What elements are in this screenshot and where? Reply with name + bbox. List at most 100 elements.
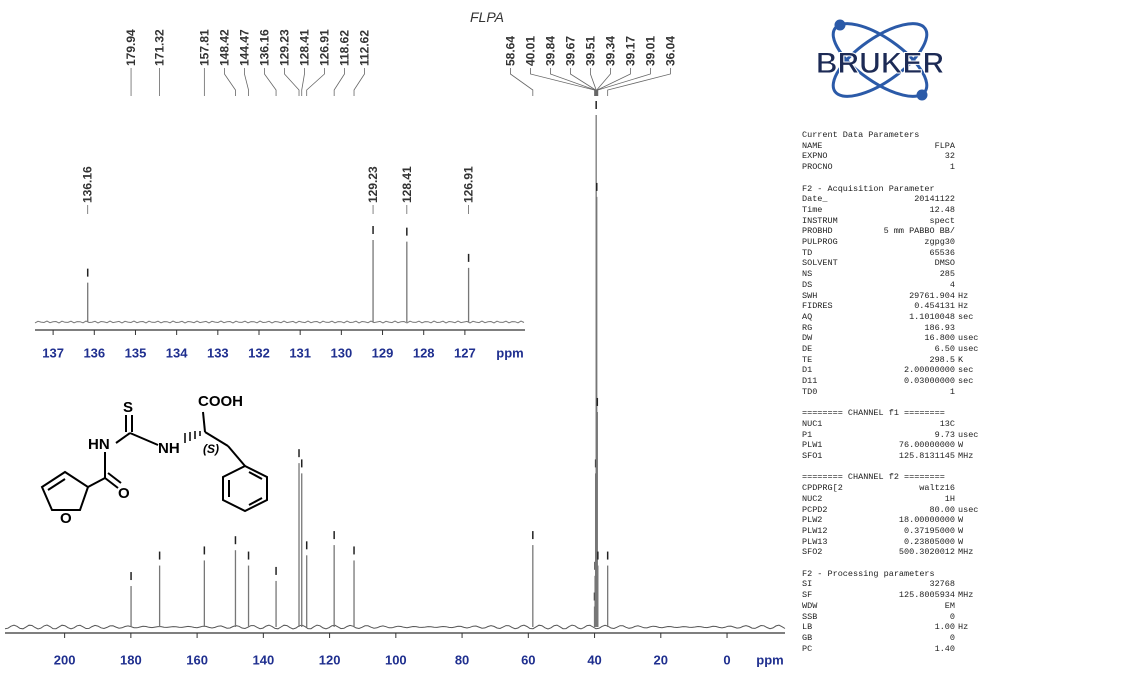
peak-leader xyxy=(301,68,305,96)
parameter-value: 32 xyxy=(944,151,955,162)
parameter-row: TD 65536 xyxy=(802,248,982,259)
parameter-value: 16.800 xyxy=(924,333,955,344)
parameter-row: SWH 29761.904 Hz xyxy=(802,291,982,302)
parameter-section: Current Data Parameters NAME FLPA EXPNO 32 PR… xyxy=(802,130,982,173)
parameter-row: TD0 1 xyxy=(802,387,982,398)
parameter-row: PROBHD 5 mm PABBO BB/ xyxy=(802,226,982,237)
parameter-unit: MHz xyxy=(958,451,974,462)
parameter-panel: Current Data Parameters NAME FLPA EXPNO 32 PR… xyxy=(802,130,982,665)
parameter-row: SF 125.8005934 MHz xyxy=(802,590,982,601)
parameter-name: NUC1 xyxy=(802,418,823,429)
peak-leader xyxy=(306,68,325,96)
peak-label: 39.84 xyxy=(543,36,557,66)
parameter-value: 1 xyxy=(949,386,955,397)
parameter-value: waltz16 xyxy=(919,483,955,494)
bond xyxy=(227,445,246,467)
parameter-row: PLW1 76.00000000 W xyxy=(802,440,982,451)
peak-leader xyxy=(264,68,277,96)
inset-baseline-noise xyxy=(34,320,525,324)
section-title: F2 - Processing parameters xyxy=(802,568,935,579)
parameter-row: D11 0.03000000 sec xyxy=(802,376,982,387)
bond xyxy=(107,472,122,484)
parameter-row: CPDPRG[2 waltz16 xyxy=(802,483,982,494)
parameter-row: DW 16.800 usec xyxy=(802,333,982,344)
parameter-value: 500.3020012 xyxy=(898,547,955,558)
parameter-name: LB xyxy=(802,622,813,633)
parameter-value: 0.03000000 xyxy=(903,376,955,387)
parameter-row: PROCNO 1 xyxy=(802,162,982,173)
parameter-unit: MHz xyxy=(958,547,974,558)
parameter-name: Date_ xyxy=(802,194,828,205)
unit-spacer xyxy=(955,323,982,334)
parameter-value: 9.73 xyxy=(934,429,955,440)
bond xyxy=(204,431,229,447)
peak-leader xyxy=(284,68,300,96)
parameter-value: 0 xyxy=(949,632,955,643)
parameter-name: GB xyxy=(802,632,813,643)
parameter-value: 0.37195000 xyxy=(903,525,955,536)
parameter-value: 29761.904 xyxy=(909,290,955,301)
parameter-value: 65536 xyxy=(929,247,955,258)
parameter-value: zgpg30 xyxy=(924,237,955,248)
parameter-value: DMSO xyxy=(934,258,955,269)
parameter-unit: usec xyxy=(958,429,979,440)
parameter-name: NUC2 xyxy=(802,493,823,504)
unit-spacer xyxy=(955,601,982,612)
parameter-name: SF xyxy=(802,590,813,601)
unit-spacer xyxy=(955,194,982,205)
parameter-value: 5 mm PABBO BB/ xyxy=(883,226,955,237)
x-tick-label: 134 xyxy=(166,345,188,360)
peak-label: 179.94 xyxy=(124,29,138,66)
parameter-value: 186.93 xyxy=(924,322,955,333)
x-tick-label: 20 xyxy=(654,652,668,667)
peak-leader xyxy=(607,68,671,96)
x-axis-label: ppm xyxy=(756,652,783,667)
parameter-unit: W xyxy=(958,536,964,547)
parameter-name: PCPD2 xyxy=(802,504,828,515)
bond xyxy=(104,477,119,489)
parameter-name: PC xyxy=(802,643,813,654)
parameter-row: GB 0 xyxy=(802,633,982,644)
peak-label: 128.41 xyxy=(297,29,311,66)
unit-spacer xyxy=(955,612,982,623)
bond xyxy=(115,432,131,444)
parameter-value: 1.40 xyxy=(934,643,955,654)
parameter-name: PULPROG xyxy=(802,237,838,248)
peak-label: 39.01 xyxy=(643,36,657,66)
parameter-row: Date_ 20141122 xyxy=(802,194,982,205)
atom-label: O xyxy=(60,510,72,527)
parameter-unit: usec xyxy=(958,333,979,344)
peak-label: 39.51 xyxy=(583,36,597,66)
unit-spacer xyxy=(955,483,982,494)
x-tick-label: 127 xyxy=(454,345,476,360)
parameter-row: Time 12.48 xyxy=(802,205,982,216)
x-tick-label: 140 xyxy=(252,652,274,667)
unit-spacer xyxy=(955,205,982,216)
x-tick-label: 132 xyxy=(248,345,270,360)
parameter-name: TE xyxy=(802,354,813,365)
section-title: F2 - Acquisition Parameter xyxy=(802,183,935,194)
parameter-unit: sec xyxy=(958,311,974,322)
peak-label: 171.32 xyxy=(153,29,167,66)
parameter-name: NAME xyxy=(802,140,823,151)
parameter-value: 12.48 xyxy=(929,204,955,215)
peak-label: 58.64 xyxy=(503,36,517,66)
parameter-unit: usec xyxy=(958,344,979,355)
parameter-unit: Hz xyxy=(958,301,969,312)
atom-label: S xyxy=(123,399,133,416)
parameter-row: AQ 1.1010048 sec xyxy=(802,312,982,323)
parameter-name: PLW13 xyxy=(802,536,828,547)
atom-label: COOH xyxy=(198,393,243,410)
peak-label: 118.62 xyxy=(337,30,351,66)
parameter-value: 1H xyxy=(944,493,955,504)
unit-spacer xyxy=(955,494,982,505)
atom-label: HN xyxy=(88,436,110,453)
x-tick-label: 0 xyxy=(723,652,730,667)
x-tick-label: 40 xyxy=(587,652,601,667)
x-tick-label: 160 xyxy=(186,652,208,667)
parameter-section: ======== CHANNEL f2 ======== CPDPRG[2 walt… xyxy=(802,472,982,558)
parameter-value: spect xyxy=(929,215,955,226)
parameter-row: NS 285 xyxy=(802,269,982,280)
section-title: Current Data Parameters xyxy=(802,130,920,140)
unit-spacer xyxy=(955,162,982,173)
